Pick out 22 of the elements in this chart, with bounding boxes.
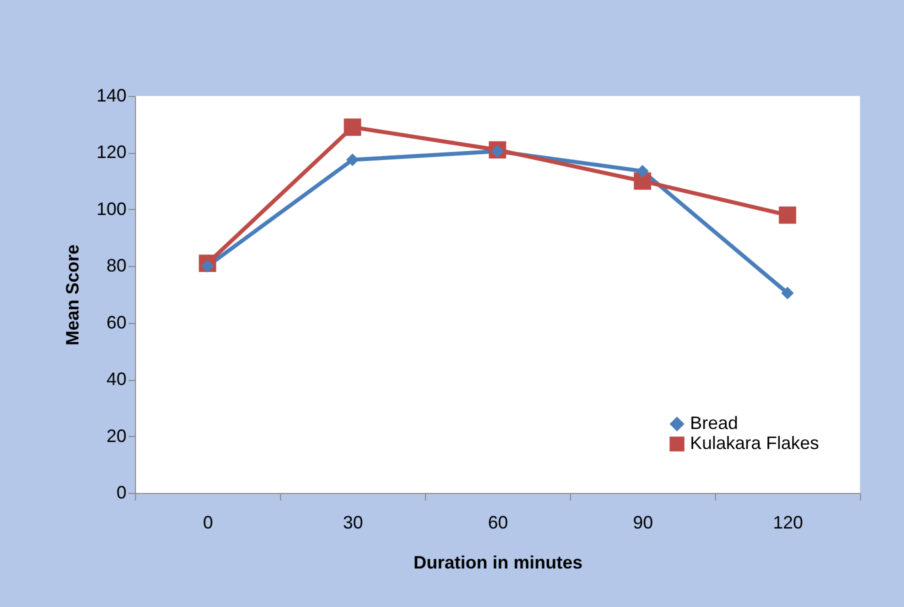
x-tick-label: 0 <box>202 512 214 532</box>
y-tick-label: 100 <box>96 198 126 219</box>
y-tick-label: 60 <box>106 312 126 332</box>
point <box>344 118 362 136</box>
point <box>346 153 359 166</box>
y-axis-title: Mean Score <box>62 244 82 346</box>
x-tick-label: 30 <box>342 512 364 532</box>
legend-label: Bread <box>690 413 738 433</box>
x-tick-label: 90 <box>632 512 654 532</box>
y-tick-label: 120 <box>96 142 126 162</box>
y-tick-label: 40 <box>106 369 126 390</box>
point <box>781 286 794 300</box>
x-tick-label: 120 <box>772 512 804 532</box>
x-axis-title: Duration in minutes <box>413 552 583 572</box>
y-tick-label: 80 <box>106 256 126 276</box>
x-tick-label: 60 <box>488 512 508 532</box>
point <box>778 206 796 224</box>
y-tick-label: 140 <box>96 86 126 106</box>
y-tick-label: 20 <box>106 426 126 446</box>
point <box>636 164 649 178</box>
y-tick-label: 0 <box>116 482 126 502</box>
legend-label: Kulakara Flakes <box>690 433 820 453</box>
